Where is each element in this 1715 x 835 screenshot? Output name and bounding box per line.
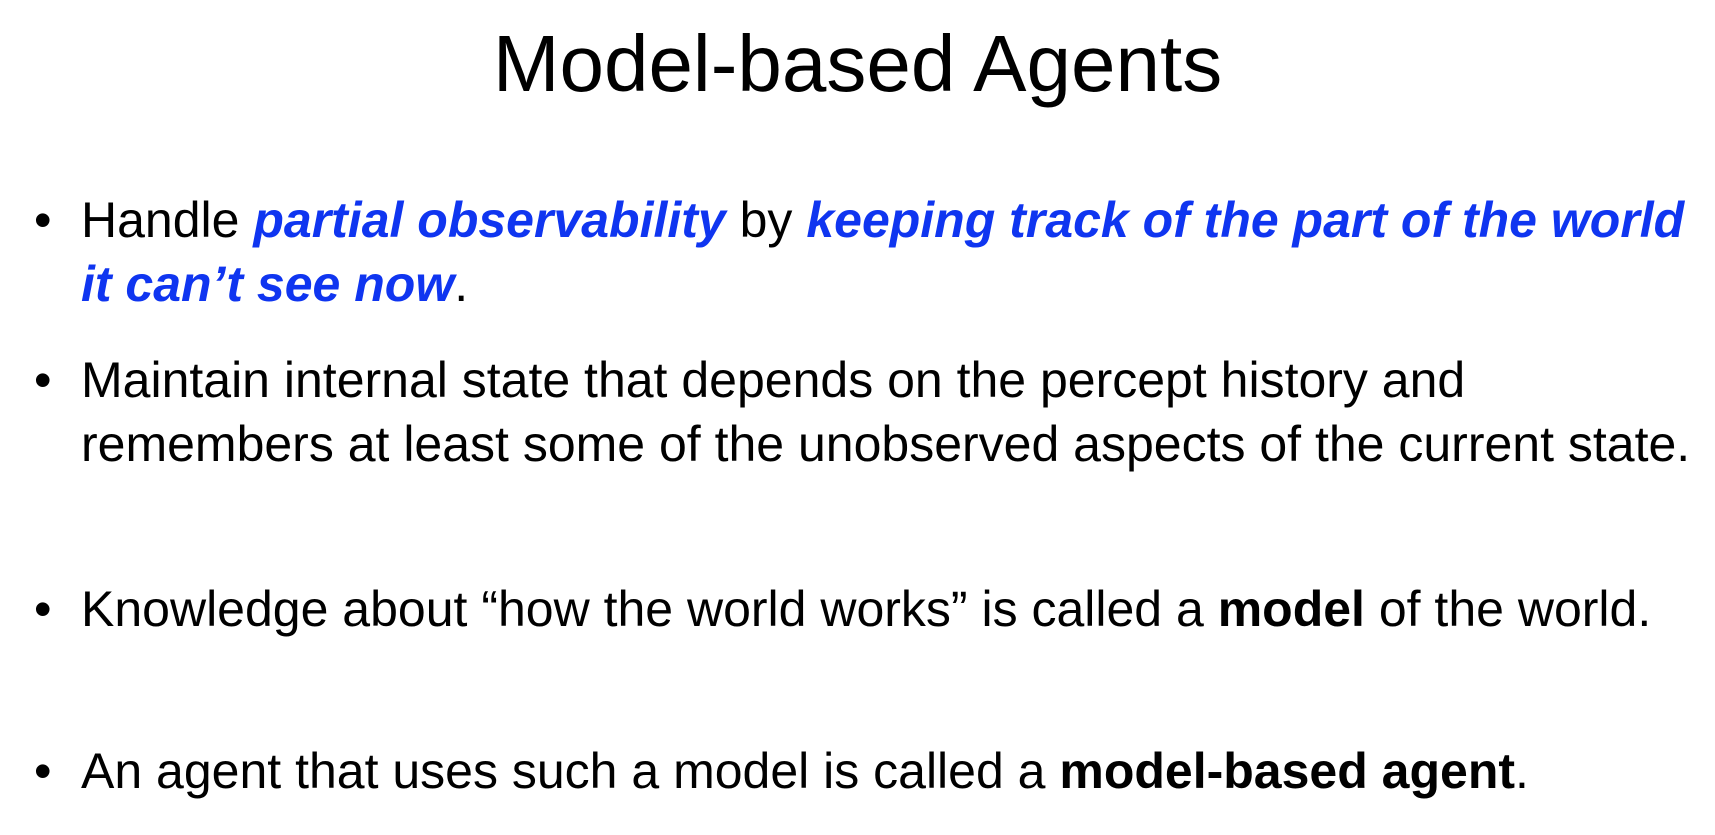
- slide-title: Model-based Agents: [492, 19, 1223, 108]
- bullet-marker: •: [34, 581, 52, 637]
- text-run: Knowledge about “how the world works” is…: [81, 581, 1218, 637]
- bullet-item-internal-state: • Maintain internal state that depends o…: [34, 348, 1694, 476]
- text-run: An agent that uses such a model is calle…: [81, 743, 1060, 799]
- text-run: .: [1515, 743, 1529, 799]
- bullet-marker: •: [34, 192, 52, 248]
- bullet-text: Maintain internal state that depends on …: [81, 348, 1694, 476]
- bullet-marker: •: [34, 743, 52, 799]
- bullet-item-model-based-agent: • An agent that uses such a model is cal…: [34, 739, 1694, 803]
- bold-term-model-based-agent: model-based agent: [1059, 743, 1516, 799]
- text-run: .: [454, 256, 469, 312]
- bullet-text: Knowledge about “how the world works” is…: [81, 577, 1694, 641]
- text-run: by: [725, 192, 807, 248]
- text-run: Maintain internal state that depends on …: [81, 352, 1691, 472]
- text-run: of the world.: [1364, 581, 1652, 637]
- bold-term-model: model: [1217, 581, 1365, 637]
- bullet-marker: •: [34, 352, 52, 408]
- emphasis-partial-observability: partial observability: [253, 192, 726, 248]
- emphasis-keeping-track: keeping track of the part of the world i…: [81, 192, 1685, 312]
- bullet-item-partial-observability: • Handle partial observability by keepin…: [34, 188, 1694, 316]
- bullet-item-model-definition: • Knowledge about “how the world works” …: [34, 577, 1694, 641]
- bullet-text: An agent that uses such a model is calle…: [81, 739, 1694, 803]
- text-run: Handle: [81, 192, 254, 248]
- bullet-text: Handle partial observability by keeping …: [81, 188, 1694, 316]
